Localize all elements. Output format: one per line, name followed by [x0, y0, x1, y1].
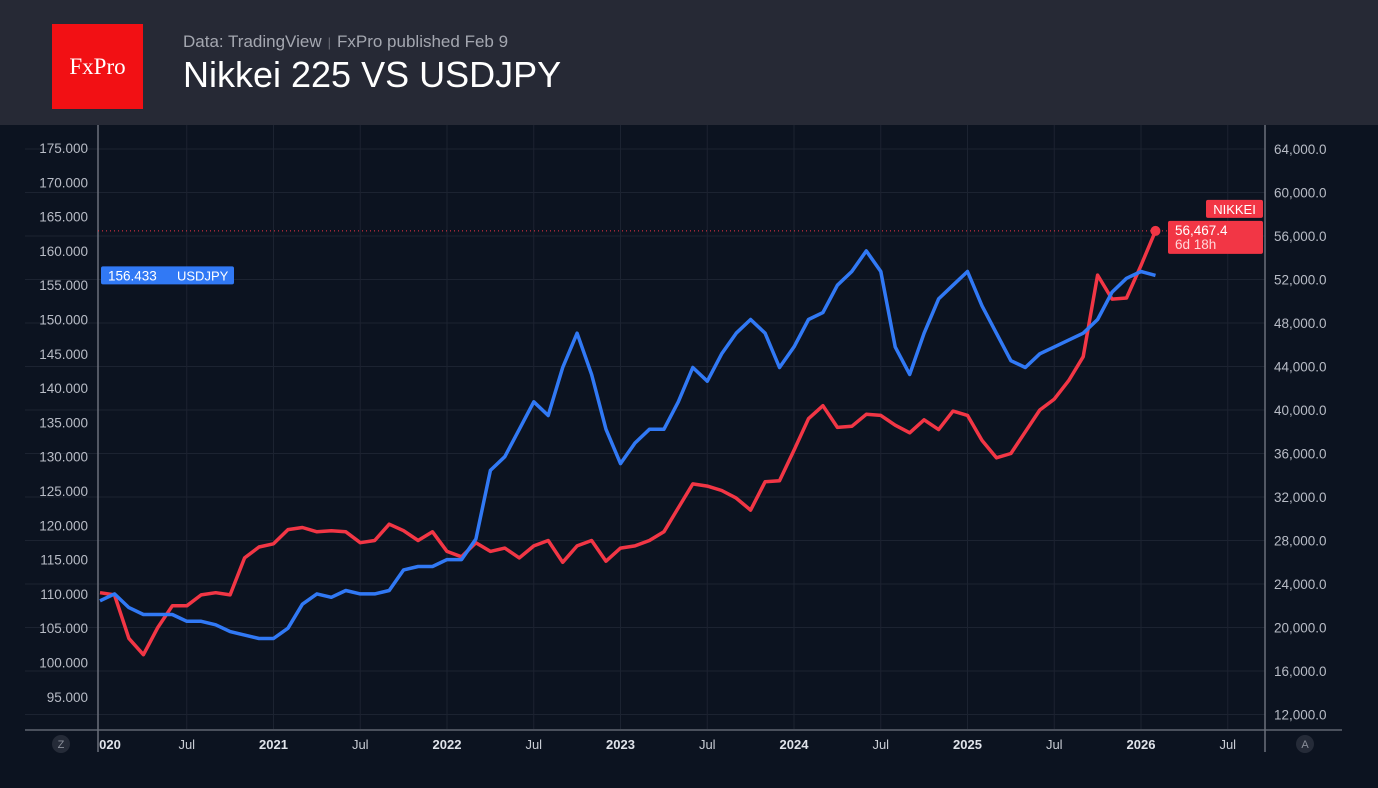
- right-axis-tick: 48,000.0: [1274, 316, 1327, 331]
- x-axis-tick: 2025: [953, 737, 982, 752]
- series-line-nikkei: [99, 230, 1158, 657]
- right-axis-tick: 44,000.0: [1274, 360, 1327, 375]
- right-axis-tick: 16,000.0: [1274, 664, 1327, 679]
- right-axis-tick: 36,000.0: [1274, 447, 1327, 462]
- right-axis-tick: 12,000.0: [1274, 708, 1327, 723]
- x-axis-tick: Jul: [872, 737, 889, 752]
- separator: |: [327, 35, 331, 50]
- left-axis-tick: 105.000: [39, 621, 88, 636]
- left-axis-tick: 160.000: [39, 244, 88, 259]
- x-axis-tick: Jul: [1046, 737, 1063, 752]
- left-axis-tick: 145.000: [39, 347, 88, 362]
- nikkei-label-bg: [1206, 199, 1263, 218]
- nikkei-price-badge: [1168, 220, 1263, 254]
- right-axis-tick: 64,000.0: [1274, 142, 1327, 157]
- left-axis-tick: 175.000: [39, 141, 88, 156]
- series-line-usdjpy: [99, 249, 1156, 641]
- nikkei-last-point: [1150, 225, 1161, 236]
- x-axis-tick: Jul: [178, 737, 195, 752]
- left-axis-tick: 95.000: [47, 690, 88, 705]
- left-axis-tick: 125.000: [39, 484, 88, 499]
- right-axis-tick: 20,000.0: [1274, 621, 1327, 636]
- auto-scale-button[interactable]: [1296, 735, 1314, 753]
- subtitle: Data: TradingView | FxPro published Feb 9: [183, 32, 508, 52]
- logo-text: FxPro: [69, 53, 126, 79]
- right-axis-tick: 52,000.0: [1274, 273, 1327, 288]
- x-axis-tick: 2026: [1127, 737, 1156, 752]
- x-axis-tick: Jul: [1219, 737, 1236, 752]
- left-axis-tick: 165.000: [39, 210, 88, 225]
- x-axis-tick: 2021: [259, 737, 288, 752]
- left-axis-tick: 150.000: [39, 313, 88, 328]
- auto-zoom-button[interactable]: [52, 735, 70, 753]
- left-axis-tick: 120.000: [39, 518, 88, 533]
- auto-zoom-button-label: Z: [58, 739, 65, 751]
- left-axis-tick: 130.000: [39, 450, 88, 465]
- page-title: Nikkei 225 VS USDJPY: [183, 54, 562, 95]
- data-source: Data: TradingView: [183, 32, 322, 51]
- left-axis-tick: 140.000: [39, 381, 88, 396]
- left-axis-tick: 135.000: [39, 415, 88, 430]
- nikkei-series-label: NIKKEI: [1213, 202, 1256, 217]
- x-axis-tick: Jul: [525, 737, 542, 752]
- right-axis-tick: 28,000.0: [1274, 534, 1327, 549]
- x-axis-tick: 2024: [780, 737, 810, 752]
- auto-scale-button-label: A: [1301, 739, 1309, 751]
- x-axis-tick: 2023: [606, 737, 635, 752]
- x-axis-tick: 020: [99, 737, 121, 752]
- x-axis-tick: 2022: [433, 737, 462, 752]
- usdjpy-series-label: USDJPY: [177, 268, 229, 283]
- nikkei-last-value: 56,467.4: [1175, 223, 1228, 238]
- header: FxPro Data: TradingView | FxPro published …: [0, 0, 1378, 125]
- x-axis-tick: Jul: [699, 737, 716, 752]
- nikkei-countdown: 6d 18h: [1175, 237, 1216, 252]
- left-axis-tick: 170.000: [39, 175, 88, 190]
- right-axis-tick: 32,000.0: [1274, 490, 1327, 505]
- right-axis-tick: 24,000.0: [1274, 577, 1327, 592]
- left-axis-tick: 100.000: [39, 656, 88, 671]
- right-axis-tick: 40,000.0: [1274, 403, 1327, 418]
- left-axis-tick: 115.000: [40, 553, 88, 568]
- x-axis-tick: Jul: [352, 737, 369, 752]
- right-axis-tick: 60,000.0: [1274, 186, 1327, 201]
- usdjpy-label-bg: [101, 266, 234, 285]
- right-axis-tick: 56,000.0: [1274, 229, 1327, 244]
- left-axis-tick: 110.000: [40, 587, 88, 602]
- fxpro-logo: FxPro: [52, 24, 143, 109]
- usdjpy-last-value: 156.433: [108, 268, 157, 283]
- published-date: FxPro published Feb 9: [337, 32, 509, 51]
- left-axis-tick: 155.000: [39, 278, 88, 293]
